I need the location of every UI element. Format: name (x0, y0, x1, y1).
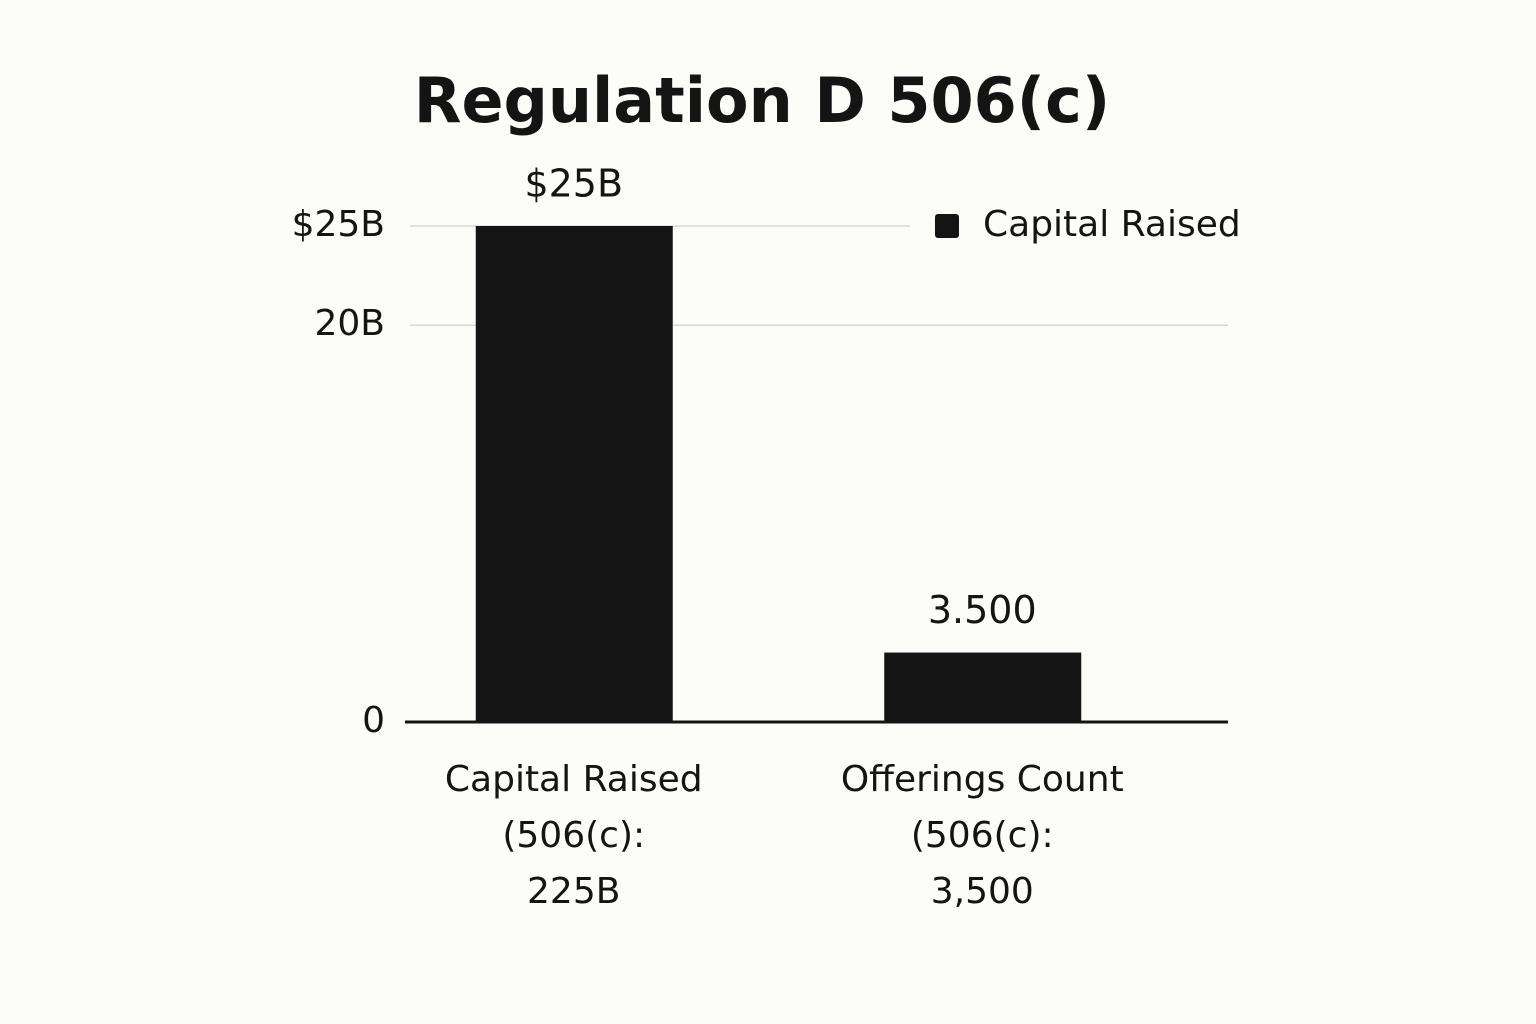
x-tick-label: Offerings Count (506(c): 3,500 (840, 759, 1124, 912)
y-tick-label: 0 (362, 700, 385, 741)
y-tick-label: 20B (314, 303, 385, 344)
chart-title: Regulation D 506(c) (414, 64, 1111, 137)
value-label: $25B (524, 162, 623, 206)
value-label: 3.500 (928, 588, 1037, 632)
bar (475, 226, 673, 722)
bar (884, 652, 1082, 722)
legend-label: Capital Raised (983, 204, 1241, 245)
legend-swatch (935, 214, 959, 238)
y-tick-label: $25B (292, 204, 385, 245)
legend-background (910, 202, 1240, 250)
x-tick-label: Capital Raised (506(c): 225B (444, 759, 703, 912)
